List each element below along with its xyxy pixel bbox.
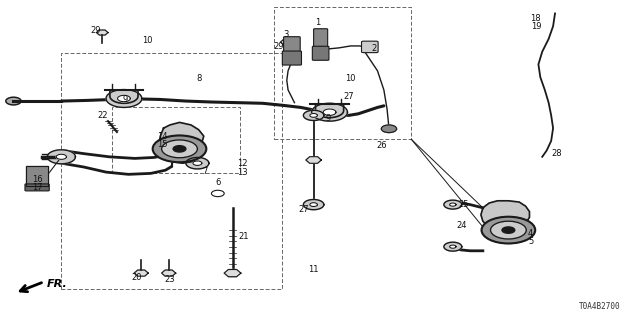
- Text: FR.: FR.: [47, 279, 67, 289]
- Text: 27: 27: [344, 92, 354, 101]
- Polygon shape: [47, 150, 76, 164]
- Polygon shape: [134, 270, 148, 276]
- Polygon shape: [310, 114, 317, 117]
- Polygon shape: [312, 103, 348, 121]
- Text: 12: 12: [237, 159, 247, 168]
- Polygon shape: [310, 203, 317, 206]
- FancyBboxPatch shape: [282, 51, 301, 65]
- Text: 15: 15: [157, 140, 168, 149]
- Text: 9: 9: [123, 95, 128, 104]
- Polygon shape: [280, 40, 292, 44]
- FancyBboxPatch shape: [25, 184, 49, 191]
- Polygon shape: [303, 199, 324, 210]
- Polygon shape: [444, 242, 462, 251]
- Text: 29: 29: [273, 42, 284, 52]
- Polygon shape: [26, 166, 48, 187]
- Text: 10: 10: [142, 36, 153, 45]
- Polygon shape: [303, 110, 324, 121]
- Polygon shape: [6, 97, 21, 105]
- Bar: [113, 108, 240, 173]
- Text: 18: 18: [531, 14, 541, 23]
- Polygon shape: [323, 109, 336, 116]
- Circle shape: [162, 140, 197, 158]
- Text: 16: 16: [33, 175, 43, 184]
- Circle shape: [153, 135, 206, 162]
- Text: 1: 1: [316, 19, 321, 28]
- Circle shape: [173, 146, 186, 152]
- Text: 11: 11: [308, 265, 319, 275]
- FancyBboxPatch shape: [314, 29, 328, 48]
- Polygon shape: [118, 95, 131, 102]
- Polygon shape: [450, 245, 456, 248]
- Text: 29: 29: [90, 27, 100, 36]
- Text: 19: 19: [531, 22, 541, 31]
- Text: 24: 24: [456, 221, 467, 230]
- Text: 13: 13: [237, 168, 248, 177]
- Polygon shape: [186, 157, 209, 169]
- Text: 5: 5: [528, 237, 533, 246]
- FancyBboxPatch shape: [312, 46, 329, 60]
- Text: 8: 8: [196, 74, 202, 83]
- Text: 22: 22: [98, 111, 108, 120]
- Text: 25: 25: [458, 200, 469, 209]
- Text: 10: 10: [345, 74, 355, 83]
- Polygon shape: [224, 269, 241, 277]
- Polygon shape: [159, 123, 204, 163]
- Polygon shape: [444, 200, 462, 209]
- Bar: [274, 7, 412, 139]
- Polygon shape: [450, 203, 456, 206]
- Bar: [61, 53, 282, 289]
- Text: 26: 26: [376, 141, 387, 150]
- Text: 9: 9: [325, 114, 330, 123]
- FancyBboxPatch shape: [362, 41, 378, 52]
- Polygon shape: [481, 201, 529, 229]
- Circle shape: [502, 227, 515, 233]
- Text: 14: 14: [157, 132, 168, 140]
- Polygon shape: [306, 157, 321, 163]
- Text: 2: 2: [372, 44, 377, 53]
- Text: 7: 7: [202, 167, 208, 176]
- Text: T0A4B2700: T0A4B2700: [579, 302, 620, 311]
- Text: 4: 4: [528, 229, 533, 238]
- Polygon shape: [193, 161, 202, 165]
- Text: 3: 3: [284, 30, 289, 39]
- Polygon shape: [106, 90, 142, 108]
- Text: 17: 17: [33, 183, 43, 192]
- Text: 6: 6: [215, 178, 221, 187]
- Text: 27: 27: [299, 205, 309, 214]
- Text: 23: 23: [164, 275, 175, 284]
- Circle shape: [490, 221, 526, 239]
- Text: 28: 28: [551, 149, 561, 158]
- Text: 21: 21: [238, 232, 248, 241]
- Polygon shape: [56, 154, 67, 159]
- Polygon shape: [97, 30, 108, 35]
- FancyBboxPatch shape: [284, 37, 300, 52]
- Polygon shape: [162, 270, 175, 276]
- Text: 20: 20: [131, 273, 142, 282]
- Circle shape: [381, 125, 397, 132]
- Circle shape: [481, 217, 535, 244]
